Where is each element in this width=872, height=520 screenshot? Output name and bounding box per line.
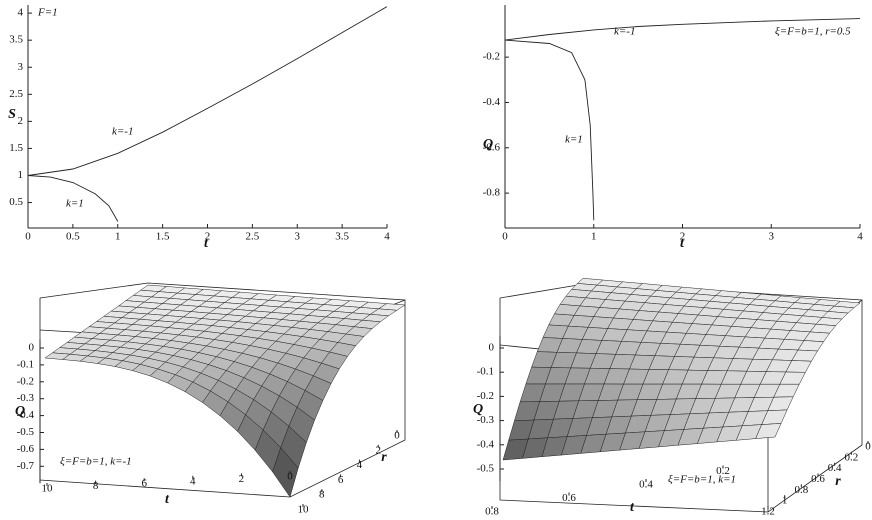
z-tick-label: -0.5 [477, 463, 495, 475]
z-axis-label: Q [15, 404, 25, 419]
x-tick-label: 4 [384, 231, 390, 243]
annotation: ξ=F=b=1, r=0.5 [775, 26, 851, 38]
x-tick-label: 2.5 [246, 231, 260, 243]
y-tick-label: 1 [782, 495, 788, 507]
y-axis-label: Q [483, 137, 493, 152]
series-label: k=1 [565, 134, 583, 146]
series-label: k=-1 [614, 26, 635, 38]
x-tick-label: 0.2 [716, 465, 730, 477]
x-axis-label: t [630, 500, 635, 515]
y-axis-label: r [835, 474, 841, 489]
x-tick-label: 1 [591, 231, 597, 243]
series-line [504, 18, 861, 41]
z-tick-label: -0.4 [477, 438, 495, 450]
z-tick-label: -0.5 [17, 426, 35, 438]
series-label: k=-1 [112, 126, 133, 138]
y-tick-label: -0.8 [483, 187, 501, 199]
x-axis-label: t [204, 236, 209, 251]
z-tick-label: -0.1 [477, 366, 494, 378]
z-tick-label: -0.3 [17, 392, 35, 404]
y-tick-label: 10 [298, 504, 310, 516]
x-tick-label: 0 [25, 231, 31, 243]
z-tick-label: -0.2 [477, 390, 494, 402]
y-tick-label: 0.2 [844, 451, 858, 463]
y-axis-label: r [381, 450, 387, 465]
y-tick-label: 8 [319, 489, 325, 501]
y-tick-label: 3.5 [9, 34, 23, 46]
x-tick-label: 0 [502, 231, 508, 243]
y-tick-label: 4 [357, 459, 363, 471]
y-tick-label: -0.4 [483, 96, 501, 108]
x-tick-label: 2 [680, 231, 686, 243]
x-tick-label: 0.8 [485, 506, 499, 518]
y-tick-label: 2.5 [9, 88, 23, 100]
series-line [27, 175, 119, 222]
x-tick-label: 1 [115, 231, 121, 243]
x-axis-label: t [680, 236, 685, 251]
z-tick-label: 0 [489, 342, 495, 354]
x-tick-label: 0 [287, 471, 293, 483]
x-tick-label: 4 [190, 475, 196, 487]
x-tick-label: 8 [93, 480, 99, 492]
y-tick-label: 0 [865, 441, 871, 453]
y-tick-label: 0.6 [811, 473, 825, 485]
surface-patch [44, 352, 71, 360]
x-tick-label: 10 [42, 483, 54, 495]
z-tick-label: -0.1 [17, 358, 34, 370]
y-tick-label: 4 [18, 7, 24, 19]
z-tick-label: -0.4 [17, 409, 35, 421]
series-label: k=1 [66, 198, 84, 210]
y-tick-label: 1.2 [761, 506, 775, 518]
y-tick-label: 6 [338, 474, 344, 486]
y-tick-label: 0.4 [828, 462, 842, 474]
x-tick-label: 1.5 [156, 231, 170, 243]
y-tick-label: 0.5 [9, 196, 23, 208]
z-tick-label: -0.2 [17, 375, 34, 387]
annotation: ξ=F=b=1, k=-1 [60, 456, 132, 468]
x-tick-label: 3 [295, 231, 301, 243]
y-tick-label: 1.5 [9, 142, 23, 154]
z-tick-label: -0.3 [477, 414, 495, 426]
x-tick-label: 6 [141, 478, 147, 490]
x-axis-label: t [165, 492, 170, 507]
x-tick-label: 2 [239, 473, 245, 485]
y-tick-label: 3 [18, 61, 24, 73]
y-tick-label: 2 [18, 115, 24, 127]
annotation: ξ=F=b=1, k=1 [668, 474, 736, 486]
y-axis-label: S [8, 107, 16, 122]
x-tick-label: 3 [769, 231, 775, 243]
y-tick-label: 0.8 [794, 484, 808, 496]
x-tick-label: 0.5 [66, 231, 80, 243]
z-axis-label: Q [473, 402, 483, 417]
x-tick-label: 0.6 [562, 492, 576, 504]
surface-patch [502, 438, 529, 461]
y-tick-label: 2 [375, 444, 381, 456]
y-tick-label: 0 [394, 430, 400, 442]
x-tick-label: 4 [857, 231, 863, 243]
y-tick-label: -0.2 [483, 51, 500, 63]
x-tick-label: 3.5 [335, 231, 349, 243]
z-tick-label: -0.6 [17, 443, 35, 455]
series-line [27, 6, 388, 176]
z-tick-label: 0 [29, 342, 35, 354]
y-tick-label: -0.6 [483, 141, 501, 153]
series-line [504, 39, 595, 221]
x-tick-label: 2 [205, 231, 211, 243]
x-tick-label: 0.4 [639, 479, 653, 491]
z-tick-label: -0.7 [17, 460, 35, 472]
annotation: F=1 [37, 7, 58, 19]
y-tick-label: 1 [18, 169, 24, 181]
